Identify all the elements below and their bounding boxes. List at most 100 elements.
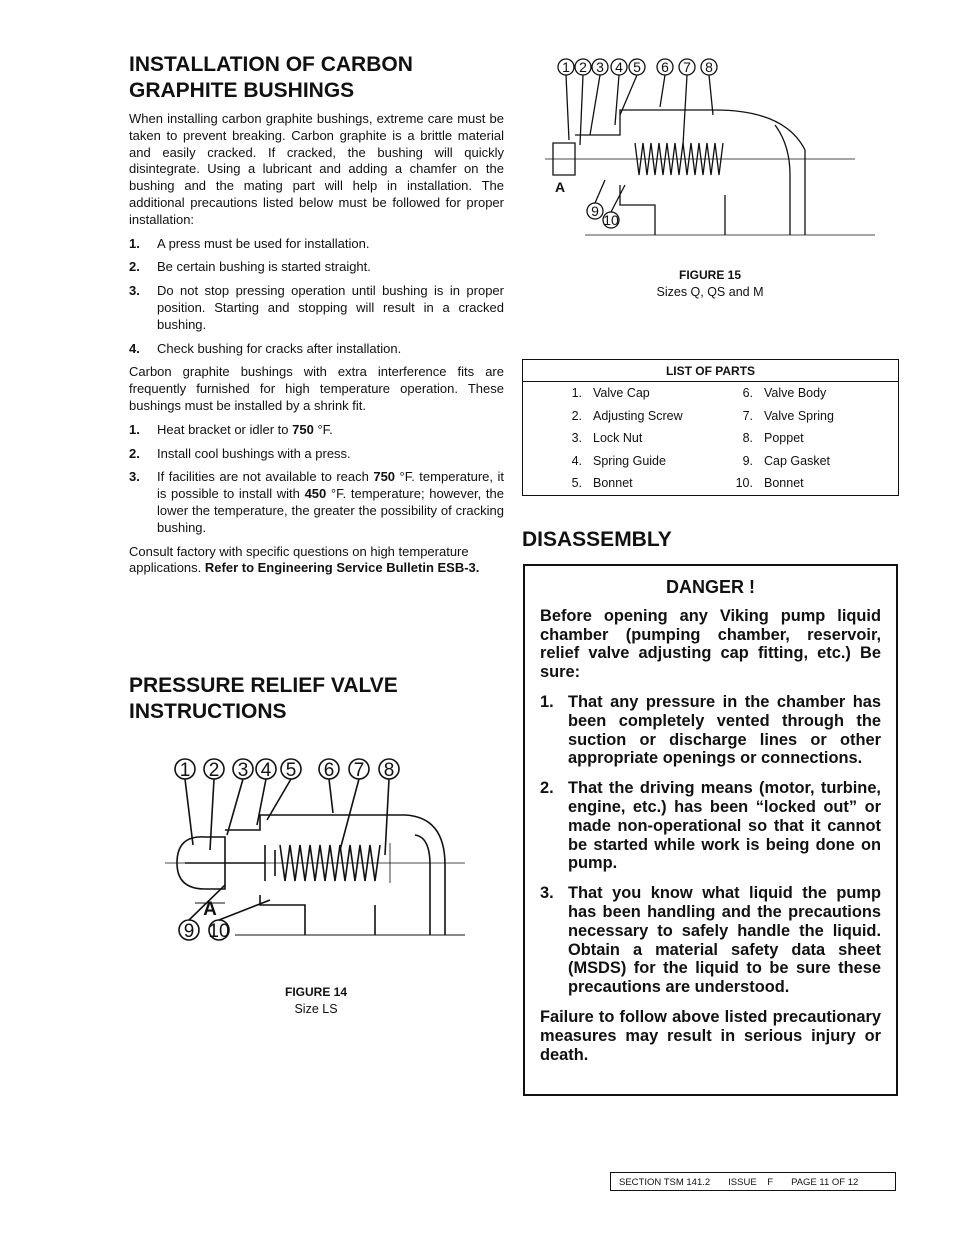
table-row: 4. Spring Guide 9. Cap Gasket bbox=[523, 450, 899, 473]
callout: 4 bbox=[615, 59, 623, 75]
item-number: 3. bbox=[129, 469, 140, 485]
item-text: That any pressure in the chamber has bee… bbox=[568, 692, 881, 768]
footer-issue-value: F bbox=[767, 1177, 774, 1188]
element bbox=[279, 844, 381, 882]
item-text: °F. temperature; however, the lower the … bbox=[157, 486, 504, 535]
element bbox=[165, 843, 465, 883]
item-number: 2. bbox=[129, 445, 140, 461]
item-text: A press must be used for installation. bbox=[157, 235, 370, 251]
callout: 4 bbox=[261, 760, 272, 781]
part-number: 6. bbox=[742, 386, 753, 401]
part-name: Lock Nut bbox=[593, 431, 643, 446]
section-title: DISASSEMBLY bbox=[522, 528, 672, 551]
figure-label: FIGURE 15 bbox=[678, 268, 741, 282]
callout: 3 bbox=[596, 59, 604, 75]
item-number: 3. bbox=[129, 283, 140, 299]
danger-box: DANGER ! Before opening any Viking pump … bbox=[523, 564, 898, 1096]
part-number: 1. bbox=[571, 386, 582, 401]
figure-14-drawing: 1 2 3 4 5 6 7 8 9 10 A bbox=[165, 758, 465, 942]
element bbox=[195, 902, 465, 936]
figure-caption-text: Size LS bbox=[294, 1002, 338, 1016]
temperature: 750 bbox=[292, 421, 314, 437]
section-title: PRESSURE RELIEF VALVE INSTRUCTIONS bbox=[129, 674, 398, 723]
element: 2. Install cool bushings with a press. bbox=[129, 446, 504, 463]
temperature: 450 bbox=[304, 486, 327, 502]
table-title: LIST OF PARTS bbox=[665, 363, 756, 378]
paragraph: Carbon graphite bushings with extra inte… bbox=[129, 364, 504, 413]
figure-caption: FIGURE 15 Sizes Q, QS and M bbox=[610, 267, 810, 301]
part-number: 7. bbox=[742, 408, 753, 423]
figure-caption-text: Sizes Q, QS and M bbox=[656, 285, 764, 299]
item-text: Check bushing for cracks after installat… bbox=[157, 340, 402, 356]
callout: 2 bbox=[579, 59, 587, 75]
callout: 10 bbox=[208, 921, 229, 942]
table-body: 1. Valve Cap 6. Valve Body 2. Adjusting Screw… bbox=[523, 382, 899, 496]
part-number: 5. bbox=[571, 476, 582, 491]
callout: 1 bbox=[180, 760, 191, 781]
element: Consult factory with specific questions … bbox=[129, 544, 504, 578]
part-name: Spring Guide bbox=[593, 453, 666, 468]
part-name: Bonnet bbox=[593, 476, 633, 491]
callout: 8 bbox=[705, 59, 713, 75]
part-name: Cap Gasket bbox=[764, 453, 831, 468]
footer-section: SECTION TSM 141.2 bbox=[619, 1177, 711, 1188]
part-name: Valve Spring bbox=[764, 408, 834, 423]
item-number: 1. bbox=[540, 692, 554, 711]
element: 4. Check bushing for cracks after install… bbox=[129, 341, 504, 358]
element: ISSUE F bbox=[728, 1173, 773, 1190]
callout: 7 bbox=[354, 760, 365, 781]
part-name: Adjusting Screw bbox=[593, 408, 683, 423]
bushing-section: INSTALLATION OF CARBON GRAPHITE BUSHINGS… bbox=[129, 52, 504, 584]
element: 2. That the driving means (motor, turbine… bbox=[540, 779, 881, 873]
table-row: 2. Adjusting Screw 7. Valve Spring bbox=[523, 405, 899, 428]
table-row: 3. Lock Nut 8. Poppet bbox=[523, 427, 899, 450]
footer: SECTION TSM 141.2 ISSUE F PAGE 11 OF 12 bbox=[610, 1172, 896, 1191]
figure-15-drawing: 1 2 3 4 5 6 7 8 9 10 A bbox=[545, 58, 875, 236]
element: 1 2 3 4 5 6 7 8 9 10 A bbox=[180, 760, 395, 942]
element: When installing carbon graphite bushings… bbox=[129, 111, 504, 577]
item-text: Heat bracket or idler to bbox=[157, 421, 293, 437]
callout: 6 bbox=[324, 760, 335, 781]
element: 2. Be certain bushing is started straight… bbox=[129, 259, 504, 276]
item-number: 1. bbox=[129, 235, 140, 251]
table-row: 1. Valve Cap 6. Valve Body bbox=[523, 382, 899, 405]
item-number: 2. bbox=[129, 259, 140, 275]
item-number: 1. bbox=[129, 421, 140, 437]
callout: A bbox=[555, 179, 565, 195]
element bbox=[774, 124, 791, 235]
danger-title: DANGER ! bbox=[666, 577, 755, 597]
part-name: Bonnet bbox=[764, 476, 804, 491]
element: 3. If facilities are not available to rea… bbox=[129, 469, 504, 536]
part-number: 2. bbox=[571, 408, 582, 423]
parts-table: LIST OF PARTS 1. Valve Cap 6. Valve Body 2. A… bbox=[522, 359, 899, 496]
element bbox=[225, 814, 446, 935]
part-number: 10. bbox=[735, 476, 753, 491]
element bbox=[557, 58, 718, 229]
item-number: 3. bbox=[540, 884, 554, 903]
temperature: 750 bbox=[373, 469, 396, 485]
danger-warning: Failure to follow above listed precautio… bbox=[540, 1007, 881, 1064]
element: LIST OF PARTS bbox=[522, 360, 899, 382]
callout: 5 bbox=[286, 760, 297, 781]
callout: 2 bbox=[209, 760, 220, 781]
footer-page: PAGE 11 OF 12 bbox=[791, 1177, 859, 1188]
callout: 7 bbox=[683, 59, 691, 75]
element bbox=[414, 834, 431, 935]
figure-caption: FIGURE 14 Size LS bbox=[216, 984, 416, 1018]
table-row: 5. Bonnet 10. Bonnet bbox=[523, 472, 899, 495]
item-text: Be certain bushing is started straight. bbox=[157, 259, 371, 275]
element: 1. Heat bracket or idler to 750 °F. bbox=[129, 422, 504, 439]
callout: 5 bbox=[633, 59, 641, 75]
part-number: 9. bbox=[742, 453, 753, 468]
callout: A bbox=[203, 899, 217, 920]
callout: 1 bbox=[562, 59, 570, 75]
section-title: INSTALLATION OF CARBON GRAPHITE BUSHINGS bbox=[129, 53, 413, 102]
callout: 9 bbox=[184, 921, 195, 942]
element: LIST OF PARTS bbox=[522, 360, 899, 382]
callout: 6 bbox=[661, 59, 669, 75]
element: If facilities are not available to reach… bbox=[157, 469, 504, 536]
callout: 3 bbox=[238, 760, 249, 781]
footer-issue: ISSUE bbox=[728, 1177, 757, 1188]
element: 3. That you know what liquid the pump has… bbox=[540, 884, 881, 997]
